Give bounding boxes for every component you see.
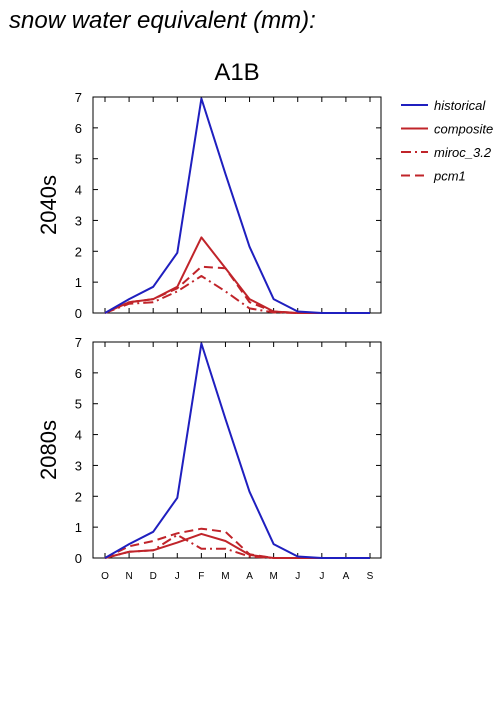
series-line-composite — [104, 236, 370, 314]
y-tick-label: 7 — [75, 90, 82, 105]
series-line-historical — [104, 97, 370, 314]
legend-label-miroc_3.2: miroc_3.2 — [434, 145, 492, 160]
x-tick-label: J — [319, 571, 324, 582]
x-tick-label: N — [125, 571, 132, 582]
scenario-title: A1B — [214, 59, 259, 86]
panel-label: 2040s — [36, 175, 61, 235]
series-line-historical — [104, 342, 370, 559]
y-tick-label: 7 — [75, 335, 82, 350]
panel-2080s: 0 1 2 3 4 5 6 7 O N D J F M A M J J A S 2080s — [36, 335, 382, 582]
series-line-pcm1 — [104, 527, 370, 559]
x-tick-label: J — [295, 571, 300, 582]
panel-label: 2080s — [36, 420, 61, 480]
y-tick-label: 3 — [75, 213, 82, 228]
main-title: snow water equivalent (mm): — [9, 7, 316, 34]
panel-2040s: 0 1 2 3 4 5 6 7 2040s — [36, 90, 382, 321]
series-line-miroc_3.2 — [104, 275, 370, 314]
legend-label-historical: historical — [434, 98, 486, 113]
series-line-composite — [104, 532, 370, 559]
x-tick-label: S — [367, 571, 374, 582]
y-tick-label: 0 — [75, 551, 82, 566]
y-tick-label: 0 — [75, 306, 82, 321]
y-tick-label: 2 — [75, 489, 82, 504]
series-line-pcm1 — [104, 265, 370, 314]
plot-frame — [92, 96, 382, 314]
y-tick-label: 6 — [75, 366, 82, 381]
x-tick-label: A — [343, 571, 350, 582]
legend-label-pcm1: pcm1 — [433, 169, 466, 184]
y-tick-label: 3 — [75, 458, 82, 473]
x-tick-label: J — [175, 571, 180, 582]
y-tick-label: 1 — [75, 520, 82, 535]
x-tick-label: O — [101, 571, 109, 582]
plot-frame — [92, 341, 382, 559]
y-tick-label: 4 — [75, 428, 82, 443]
y-tick-label: 2 — [75, 244, 82, 259]
x-tick-label: D — [150, 571, 157, 582]
y-tick-label: 5 — [75, 397, 82, 412]
legend-label-composite: composite — [434, 122, 493, 137]
y-tick-label: 5 — [75, 152, 82, 167]
series-line-miroc_3.2 — [104, 533, 370, 559]
x-tick-label: M — [269, 571, 277, 582]
y-tick-label: 1 — [75, 275, 82, 290]
y-tick-label: 4 — [75, 183, 82, 198]
x-tick-label: A — [246, 571, 253, 582]
y-tick-label: 6 — [75, 121, 82, 136]
legend: historical composite miroc_3.2 pcm1 — [401, 98, 493, 184]
x-tick-label: F — [198, 571, 204, 582]
x-tick-label: M — [221, 571, 229, 582]
